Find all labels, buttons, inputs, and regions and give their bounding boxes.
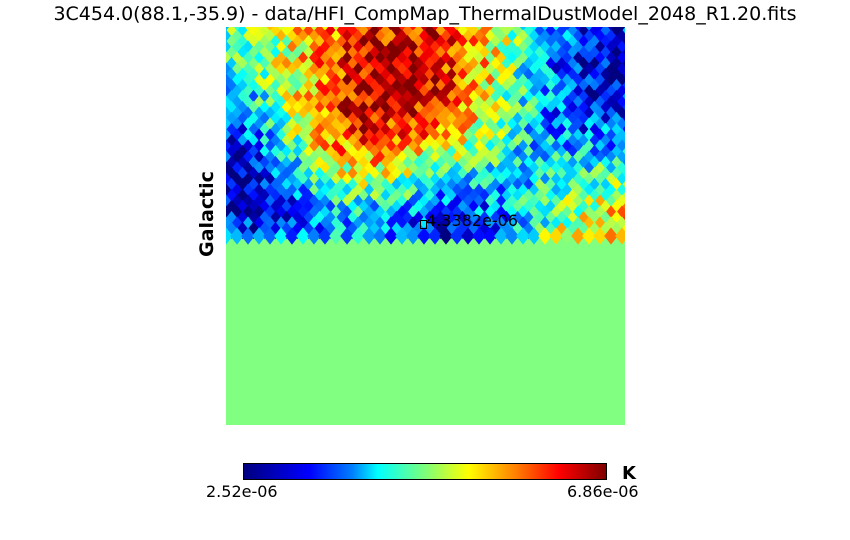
dust-map-image[interactable]	[226, 27, 625, 425]
colorbar-min-label: 2.52e-06	[206, 482, 278, 501]
colorbar-unit: K	[622, 463, 636, 484]
pixel-marker	[420, 220, 427, 229]
pixel-marker-value: 4.3382e-06	[426, 211, 518, 230]
coordinate-system-text: Galactic	[196, 171, 218, 257]
map-title: 3C454.0(88.1,-35.9) - data/HFI_CompMap_T…	[53, 3, 797, 25]
map-pixels	[226, 27, 625, 425]
colorbar	[243, 463, 607, 480]
dust-map-canvas	[226, 27, 625, 425]
colorbar-max-label: 6.86e-06	[567, 482, 639, 501]
